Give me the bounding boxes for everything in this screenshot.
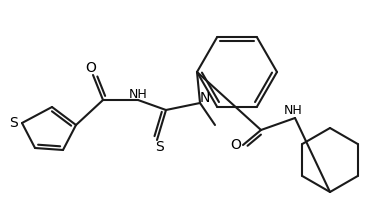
Text: N: N <box>200 91 210 105</box>
Text: NH: NH <box>129 88 147 100</box>
Text: O: O <box>86 61 96 75</box>
Text: NH: NH <box>284 104 302 118</box>
Text: S: S <box>154 140 164 154</box>
Text: O: O <box>231 138 242 152</box>
Text: S: S <box>10 116 18 130</box>
